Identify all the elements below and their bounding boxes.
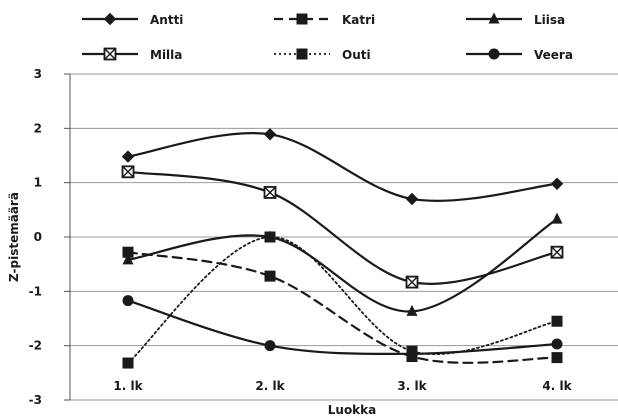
- data-point-antti: [405, 192, 419, 206]
- data-point-antti: [550, 177, 564, 190]
- data-point-veera: [264, 340, 276, 352]
- axes: -3 -2 -1 0 1 2 3 1. lk 2. lk 3. lk 4. lk: [29, 67, 573, 407]
- series-line-veera: [126, 299, 559, 356]
- series-line-outi: [127, 236, 558, 364]
- data-point-veera: [551, 338, 563, 350]
- legend-marker: [103, 12, 117, 26]
- data-point-veera: [406, 348, 418, 360]
- series-group: [126, 132, 559, 364]
- data-point-milla: [121, 165, 135, 179]
- legend-marker: [103, 47, 117, 61]
- y-tick-label: 3: [34, 67, 42, 81]
- series-line-milla: [126, 170, 559, 285]
- legend-label: Milla: [150, 48, 182, 62]
- data-point-liisa: [551, 212, 563, 224]
- data-point-liisa: [122, 253, 134, 265]
- data-point-katri: [264, 270, 276, 282]
- data-point-katri: [551, 352, 563, 364]
- legend: Antti Katri Liisa Milla Outi Veera: [82, 12, 573, 62]
- markers-group: [121, 128, 564, 369]
- legend-label: Outi: [342, 48, 371, 62]
- y-tick-label: 2: [34, 121, 42, 135]
- y-axis-title: Z-pistemäärä: [7, 192, 21, 282]
- legend-marker: [488, 12, 500, 24]
- data-point-milla: [550, 245, 564, 259]
- series-line-liisa: [126, 217, 559, 313]
- legend-item-katri: Katri: [274, 13, 375, 27]
- x-tick-label: 1. lk: [113, 379, 143, 393]
- data-point-veera: [122, 295, 134, 307]
- y-tick-label: -3: [29, 393, 42, 407]
- legend-item-milla: Milla: [82, 47, 182, 62]
- y-tick-label: -2: [29, 339, 42, 353]
- legend-item-veera: Veera: [466, 48, 573, 62]
- x-tick-label: 3. lk: [397, 379, 427, 393]
- x-tick-label: 4. lk: [542, 379, 572, 393]
- legend-marker: [488, 48, 500, 60]
- legend-item-liisa: Liisa: [466, 12, 565, 27]
- data-point-outi: [551, 315, 563, 327]
- legend-label: Liisa: [534, 13, 565, 27]
- x-tick-label: 2. lk: [255, 379, 285, 393]
- legend-marker: [296, 48, 308, 60]
- data-point-milla: [405, 275, 419, 289]
- legend-item-antti: Antti: [82, 12, 183, 27]
- y-tick-label: -1: [29, 284, 42, 298]
- legend-item-outi: Outi: [274, 48, 371, 62]
- data-point-katri: [122, 246, 134, 258]
- data-point-outi: [264, 231, 276, 243]
- legend-marker: [296, 13, 308, 25]
- legend-label: Katri: [342, 13, 375, 27]
- series-line-katri: [126, 251, 559, 364]
- y-tick-label: 1: [34, 176, 42, 190]
- data-point-outi: [122, 357, 134, 369]
- legend-label: Antti: [150, 13, 183, 27]
- grid: [70, 73, 618, 401]
- y-tick-label: 0: [34, 230, 42, 244]
- x-axis-title: Luokka: [328, 403, 377, 417]
- data-point-antti: [121, 150, 135, 163]
- data-point-liisa: [406, 304, 418, 316]
- data-point-antti: [263, 128, 277, 141]
- series-line-antti: [126, 132, 559, 202]
- data-point-milla: [263, 186, 277, 199]
- legend-label: Veera: [534, 48, 573, 62]
